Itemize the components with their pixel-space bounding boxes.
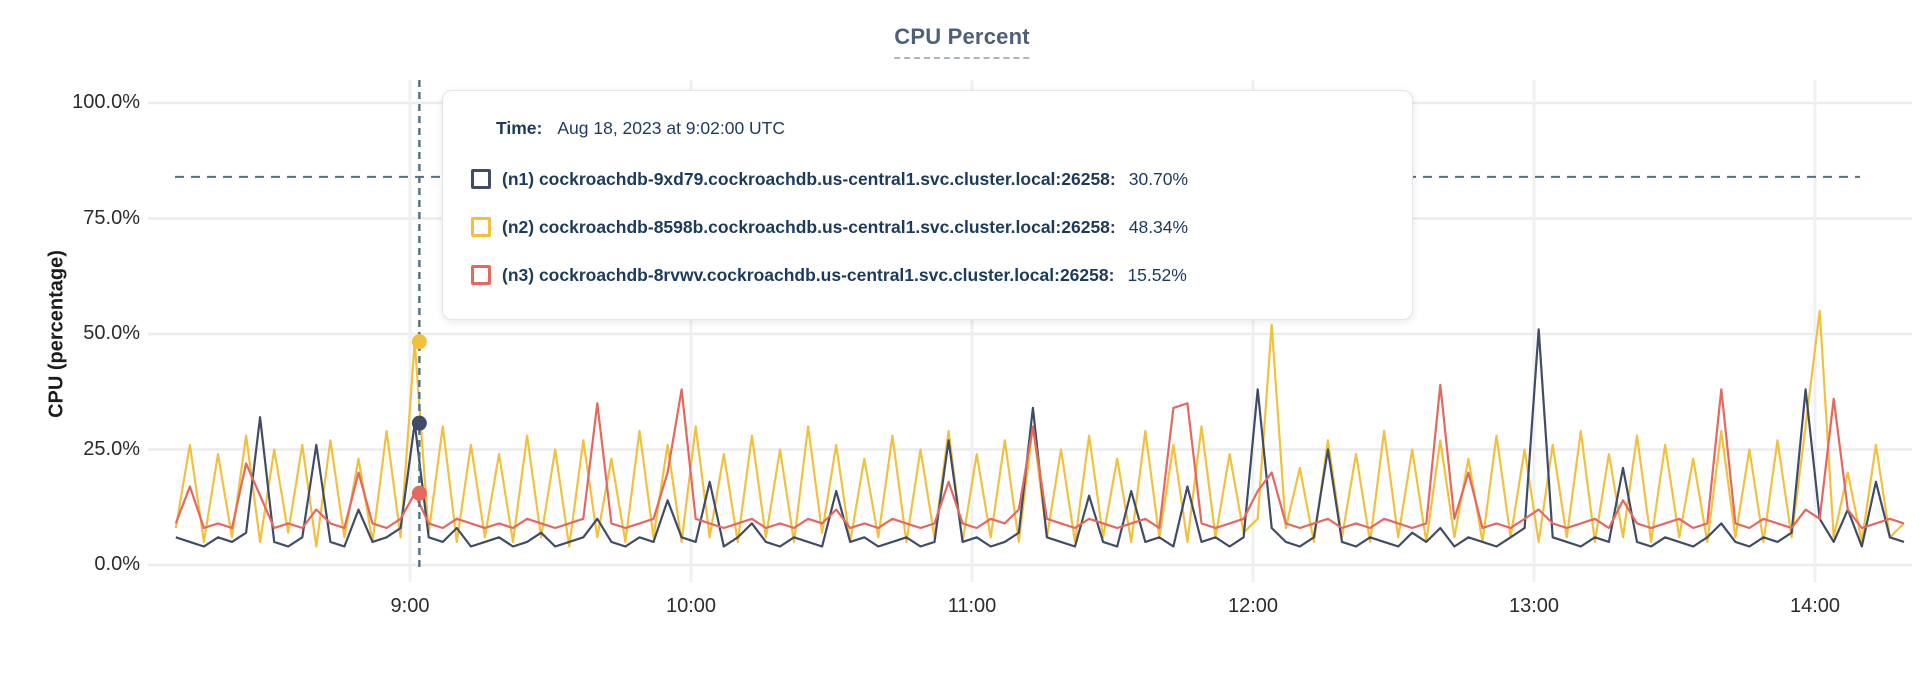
hover-point-n2 — [411, 334, 427, 350]
series-swatch-icon — [471, 265, 491, 285]
tooltip-time-row: Time: Aug 18, 2023 at 9:02:00 UTC — [496, 113, 1384, 143]
y-tick-label: 25.0% — [83, 437, 140, 460]
chart-title: CPU Percent — [894, 24, 1030, 59]
x-tick-label: 11:00 — [947, 595, 997, 617]
y-tick-label: 75.0% — [83, 206, 140, 229]
tooltip-series-label: (n1) cockroachdb-9xd79.cockroachdb.us-ce… — [502, 168, 1116, 189]
x-tick-label: 13:00 — [1508, 595, 1560, 617]
tooltip-series-row: (n3) cockroachdb-8rvwv.cockroachdb.us-ce… — [471, 251, 1384, 299]
tooltip-time-value: Aug 18, 2023 at 9:02:00 UTC — [557, 117, 786, 138]
x-tick-label: 9:00 — [390, 595, 430, 617]
series-line-n3 — [174, 383, 1905, 530]
tooltip-series-value: 30.70% — [1128, 168, 1189, 189]
y-tick-label: 0.0% — [94, 553, 140, 575]
series-swatch-icon — [471, 169, 491, 189]
tooltip-series-label: (n3) cockroachdb-8rvwv.cockroachdb.us-ce… — [502, 264, 1115, 285]
tooltip-time-label: Time: — [496, 117, 543, 138]
tooltip-series-row: (n2) cockroachdb-8598b.cockroachdb.us-ce… — [471, 203, 1384, 251]
chart-hover-tooltip: Time: Aug 18, 2023 at 9:02:00 UTC (n1) c… — [442, 90, 1413, 320]
tooltip-series-value: 48.34% — [1128, 216, 1189, 237]
series-line-n2 — [174, 309, 1905, 548]
tooltip-series-label: (n2) cockroachdb-8598b.cockroachdb.us-ce… — [502, 216, 1116, 237]
series-line-n1 — [175, 328, 1905, 548]
series-swatch-icon — [471, 217, 491, 237]
tooltip-series-value: 15.52% — [1127, 264, 1187, 285]
tooltip-series-rows: (n1) cockroachdb-9xd79.cockroachdb.us-ce… — [471, 155, 1384, 299]
y-tick-label: 100.0% — [72, 91, 140, 113]
hover-point-n1 — [411, 415, 427, 431]
x-tick-label: 10:00 — [665, 595, 717, 617]
tooltip-series-row: (n1) cockroachdb-9xd79.cockroachdb.us-ce… — [471, 155, 1384, 203]
x-tick-label: 14:00 — [1789, 595, 1841, 617]
hover-point-n3 — [411, 485, 427, 501]
y-tick-label: 50.0% — [83, 322, 140, 344]
x-tick-label: 12:00 — [1227, 595, 1279, 617]
